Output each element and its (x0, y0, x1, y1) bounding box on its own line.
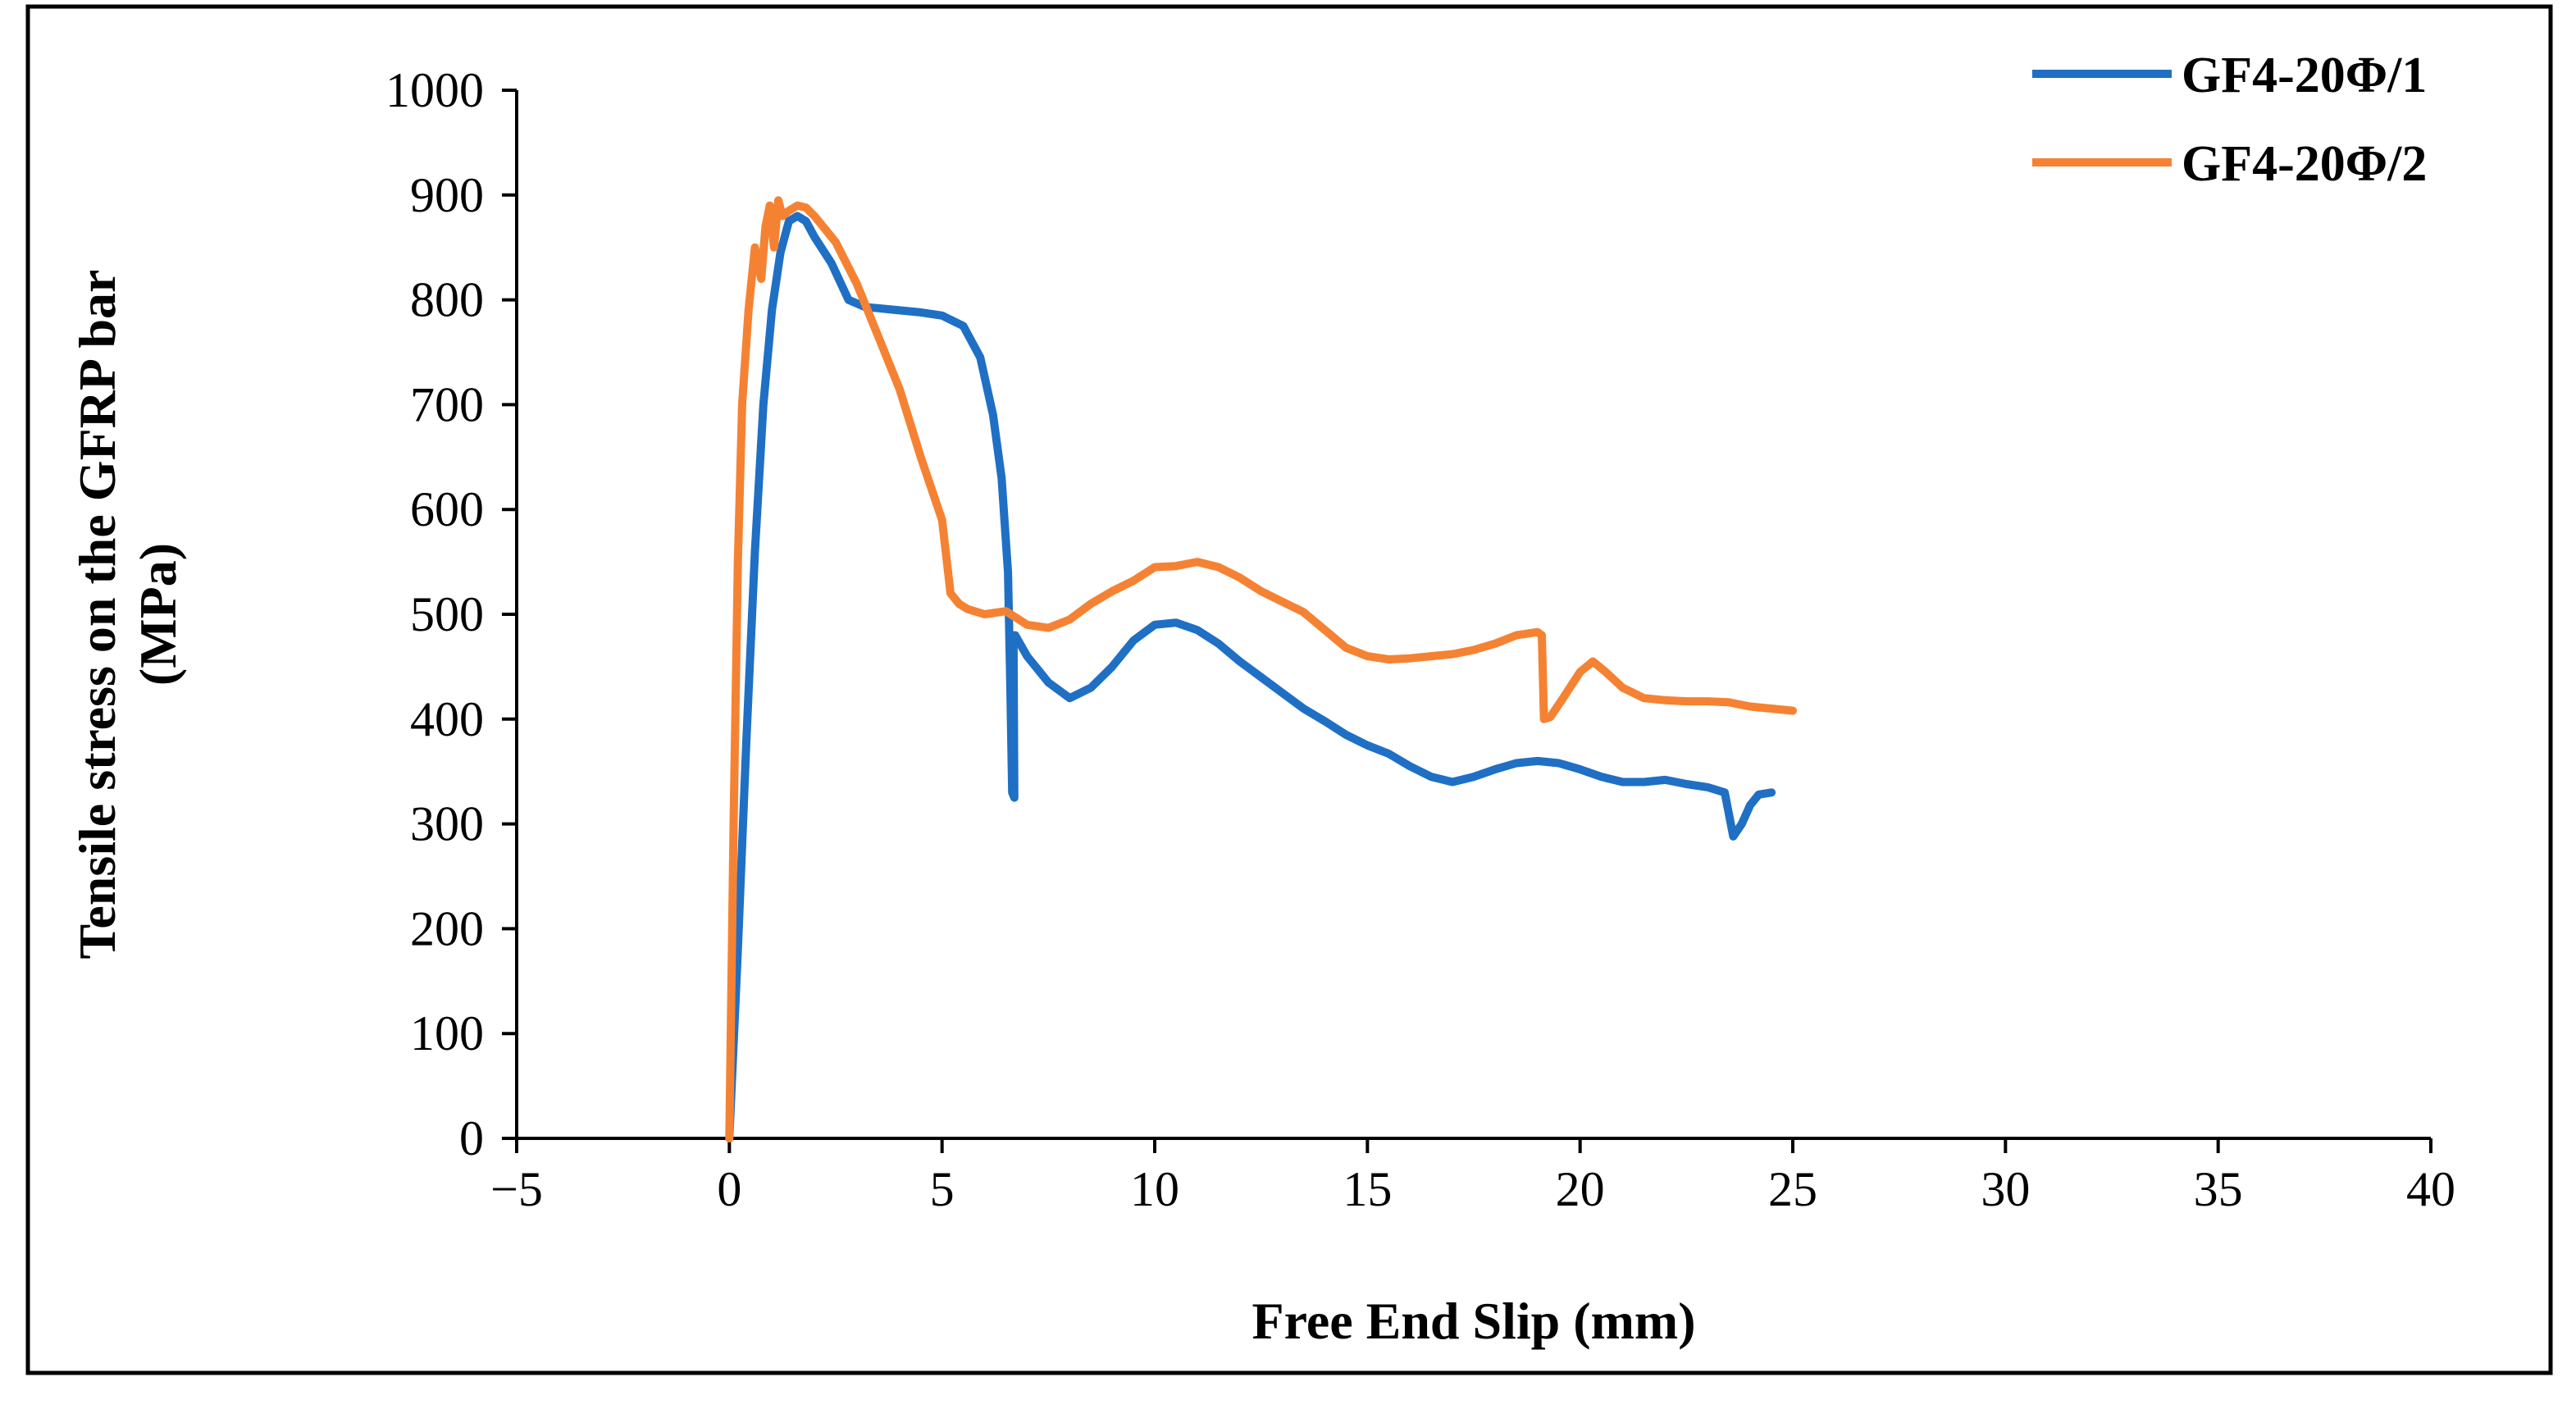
y-tick-label: 100 (410, 1006, 484, 1060)
x-tick-label: 10 (1130, 1162, 1179, 1216)
x-tick-label: 25 (1768, 1162, 1817, 1216)
y-tick-label: 400 (410, 692, 484, 746)
legend: GF4-20Φ/1 GF4-20Φ/2 (2032, 48, 2427, 192)
y-axis-title-line-2: (MPa) (129, 543, 187, 686)
legend-label-series-1: GF4-20Φ/1 (2182, 48, 2427, 103)
y-axis-title: Tensile stress on the GFRP bar (MPa) (68, 270, 187, 960)
y-tick-label: 1000 (385, 63, 484, 117)
chart-border (25, 4, 2553, 1375)
series (725, 196, 1797, 1142)
series-line-1 (725, 212, 1776, 1142)
legend-label-series-2: GF4-20Φ/2 (2182, 136, 2427, 192)
x-tick-label: −5 (490, 1162, 543, 1216)
x-ticks: −5 0 5 10 15 20 25 30 35 40 (490, 1138, 2455, 1216)
x-axis-title: Free End Slip (mm) (1252, 1292, 1695, 1350)
y-tick-label: 300 (410, 797, 484, 851)
x-tick-label: 30 (1981, 1162, 2030, 1216)
y-tick-label: 700 (410, 377, 484, 431)
x-tick-label: 35 (2194, 1162, 2243, 1216)
y-tick-label: 500 (410, 587, 484, 641)
y-tick-label: 200 (410, 901, 484, 955)
x-tick-label: 40 (2406, 1162, 2455, 1216)
y-tick-label: 600 (410, 482, 484, 536)
series-line-2 (725, 196, 1797, 1142)
x-tick-label: 5 (930, 1162, 955, 1216)
y-tick-label: 900 (410, 168, 484, 222)
y-ticks: 0 100 200 300 400 500 600 700 800 900 1000 (385, 63, 517, 1165)
y-tick-label: 800 (410, 273, 484, 327)
x-tick-label: 0 (717, 1162, 741, 1216)
x-tick-label: 15 (1343, 1162, 1392, 1216)
y-tick-label: 0 (459, 1111, 484, 1165)
y-axis-title-line-1: Tensile stress on the GFRP bar (68, 270, 126, 960)
x-tick-label: 20 (1556, 1162, 1605, 1216)
